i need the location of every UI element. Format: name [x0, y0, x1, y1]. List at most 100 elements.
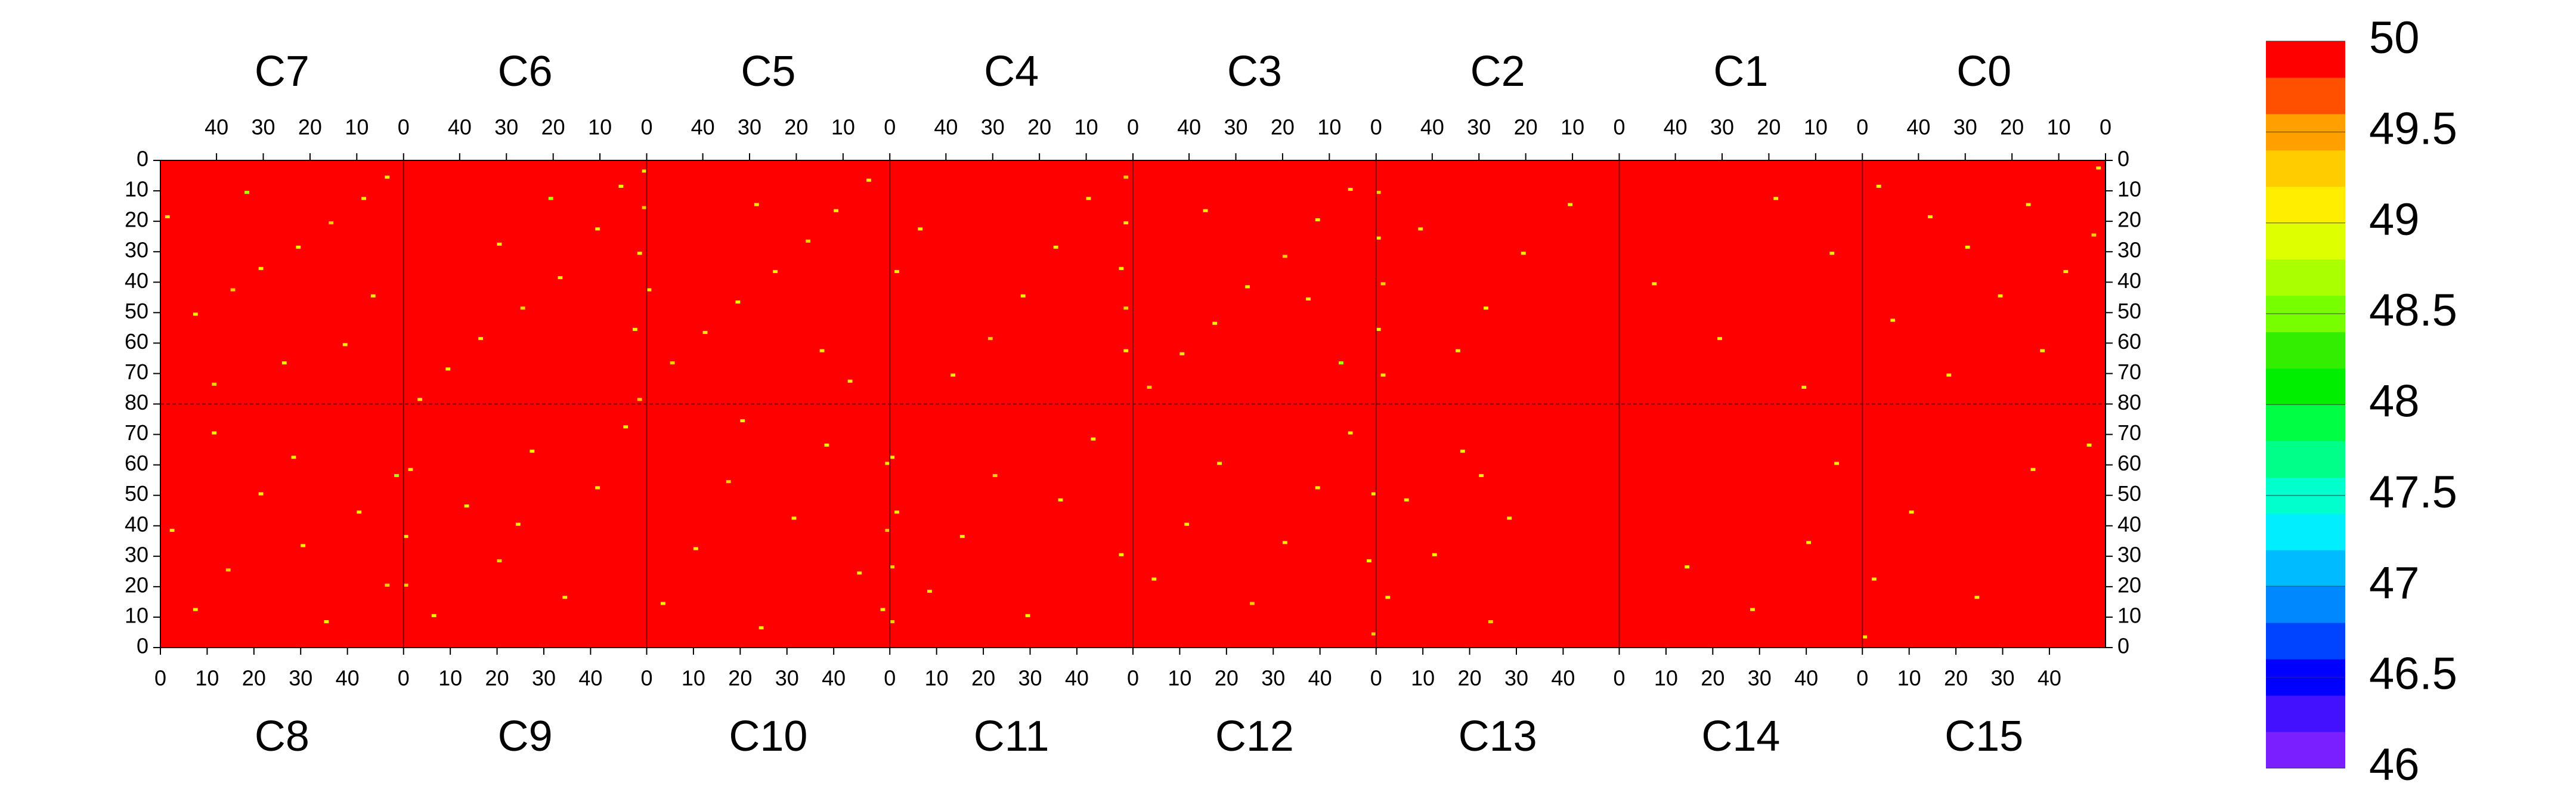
- x-tick-label: 40: [691, 115, 715, 140]
- cell: [1119, 267, 1124, 270]
- cell: [1890, 318, 1896, 322]
- cell: [1965, 245, 1970, 249]
- cell: [642, 169, 647, 173]
- cell: [342, 343, 348, 346]
- x-tick-label: 0: [1613, 115, 1625, 140]
- colorbar-band: [2266, 586, 2345, 623]
- x-tick-label: 0: [1370, 666, 1382, 691]
- x-tick-label: 10: [345, 115, 369, 140]
- cell: [1348, 431, 1353, 435]
- cell: [296, 245, 301, 249]
- cell: [637, 252, 642, 255]
- cell: [497, 559, 502, 563]
- panel-name: C3: [1227, 48, 1282, 95]
- colorbar-label: 49: [2369, 194, 2420, 245]
- cell: [806, 239, 810, 243]
- x-tick-label: 40: [1794, 666, 1818, 691]
- x-tick-label: 40: [1420, 115, 1444, 140]
- x-tick-label: 0: [1613, 666, 1625, 691]
- x-tick-label: 30: [1710, 115, 1734, 140]
- x-tick-label: 0: [398, 115, 410, 140]
- cell: [1086, 197, 1091, 200]
- cell: [225, 568, 231, 572]
- cell: [1829, 252, 1835, 255]
- colorbar-label: 47.5: [2369, 467, 2457, 518]
- cell: [478, 337, 484, 340]
- cell: [918, 227, 923, 231]
- y-tick-label: 60: [2117, 329, 2141, 354]
- x-tick-label: 10: [2047, 115, 2071, 140]
- cell: [1348, 187, 1353, 191]
- cell: [1250, 602, 1255, 605]
- y-tick-label: 30: [125, 238, 148, 262]
- x-tick-label: 30: [1990, 666, 2014, 691]
- cell: [193, 608, 198, 611]
- x-tick-label: 30: [1467, 115, 1491, 140]
- panel-name: C2: [1470, 48, 1525, 95]
- cell: [1380, 373, 1386, 377]
- y-tick-label: 50: [125, 299, 148, 323]
- y-tick-label: 20: [2117, 208, 2141, 232]
- cell: [773, 270, 778, 273]
- y-tick-label: 40: [2117, 512, 2141, 536]
- colorbar-band: [2266, 186, 2345, 224]
- panel-name: C4: [984, 48, 1039, 95]
- cell: [637, 398, 642, 401]
- cell: [1151, 577, 1157, 581]
- cell: [1834, 462, 1840, 465]
- x-tick-label: 30: [1953, 115, 1977, 140]
- cell: [403, 535, 408, 538]
- cell: [1367, 559, 1371, 563]
- cell: [1998, 294, 2003, 298]
- cell: [1212, 321, 1218, 325]
- cell: [408, 467, 413, 471]
- cell: [1123, 306, 1129, 310]
- x-tick-label: 20: [298, 115, 322, 140]
- panel-name: C9: [498, 713, 553, 760]
- x-tick-label: 20: [541, 115, 565, 140]
- x-tick-label: 0: [2100, 115, 2111, 140]
- cell: [445, 367, 451, 371]
- cell: [1123, 221, 1129, 225]
- y-tick-label: 60: [2117, 451, 2141, 475]
- cell: [2086, 443, 2092, 447]
- x-tick-label: 0: [884, 666, 896, 691]
- cell: [894, 510, 899, 514]
- x-tick-label: 0: [1856, 666, 1868, 691]
- cell: [370, 294, 376, 298]
- cell: [1568, 203, 1573, 206]
- cell: [1801, 385, 1807, 389]
- cell: [1123, 175, 1129, 179]
- colorbar-label: 50: [2369, 13, 2420, 63]
- panel-name: C5: [741, 48, 795, 95]
- x-tick-label: 40: [934, 115, 958, 140]
- cell: [1806, 541, 1811, 544]
- colorbar-label: 49.5: [2369, 103, 2457, 154]
- cell: [1376, 191, 1381, 194]
- x-tick-label: 40: [1664, 115, 1688, 140]
- plot-frame: [160, 160, 2106, 648]
- cell: [1282, 541, 1287, 544]
- panel-name: C6: [498, 48, 553, 95]
- panel-name: C0: [1956, 48, 2011, 95]
- x-tick-label: 0: [1127, 666, 1139, 691]
- cell: [1371, 632, 1376, 636]
- cell: [847, 379, 853, 383]
- x-tick-label: 10: [1317, 115, 1341, 140]
- x-tick-label: 20: [784, 115, 808, 140]
- x-tick-label: 40: [205, 115, 228, 140]
- y-tick-label: 0: [2117, 634, 2129, 658]
- y-tick-label: 70: [125, 420, 148, 445]
- x-tick-label: 10: [1075, 115, 1098, 140]
- colorbar-label: 47: [2369, 558, 2420, 608]
- y-tick-label: 80: [2117, 390, 2141, 414]
- cell: [417, 398, 423, 401]
- cell: [1376, 327, 1381, 331]
- cell: [2091, 233, 2097, 237]
- y-tick-label: 80: [125, 390, 148, 414]
- cell: [1315, 486, 1320, 490]
- y-tick-label: 50: [2117, 299, 2141, 323]
- y-tick-label: 70: [2117, 420, 2141, 445]
- cell: [987, 337, 993, 340]
